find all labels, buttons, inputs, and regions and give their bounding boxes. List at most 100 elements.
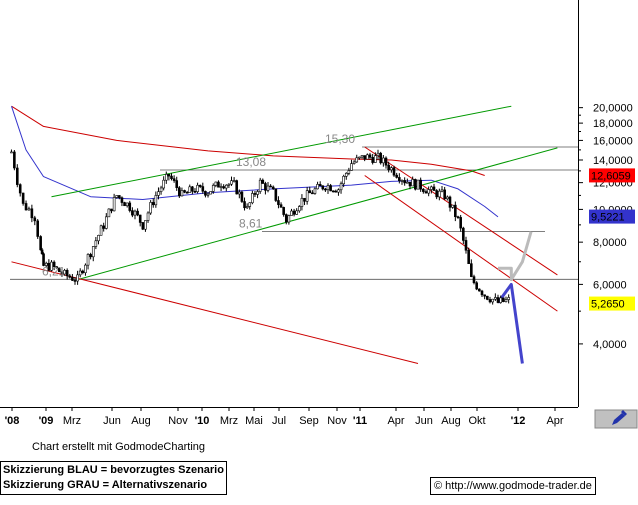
candle-body <box>13 151 16 169</box>
candle-body <box>217 181 220 188</box>
candle-body <box>27 208 31 211</box>
candle-body <box>478 288 481 292</box>
candle-body <box>403 180 406 184</box>
candle-body <box>360 155 364 158</box>
candle-body <box>167 174 171 177</box>
candle-body <box>352 161 356 164</box>
candle-body <box>271 186 275 190</box>
candle-body <box>76 274 79 282</box>
candle-body <box>151 202 155 206</box>
candle-body <box>303 197 306 202</box>
series-line <box>77 147 558 281</box>
candle-body <box>502 297 505 302</box>
candle-body <box>149 202 152 214</box>
candle-body <box>344 172 348 177</box>
candle-body <box>232 180 236 182</box>
candle-body <box>120 197 124 203</box>
candle-body <box>355 157 359 163</box>
candle-body <box>258 179 262 192</box>
candle-body <box>154 195 158 206</box>
candle-body <box>40 249 44 255</box>
level-annotation: 6,21 <box>42 264 66 278</box>
candle-body <box>480 290 484 296</box>
candle-body <box>472 276 476 284</box>
candle-body <box>422 188 425 192</box>
chart-credit: Chart erstellt mit GodmodeCharting <box>32 441 206 453</box>
candle-body <box>430 186 433 190</box>
candle-body <box>488 299 492 303</box>
candle-body <box>462 227 465 241</box>
y-tick-label: 14,0000 <box>593 155 633 167</box>
x-tick-label: Apr <box>546 415 563 427</box>
candle-body <box>298 206 301 212</box>
candle-body <box>50 261 53 271</box>
candle-body <box>251 193 254 204</box>
candle-body <box>371 157 374 163</box>
candle-body <box>141 222 145 230</box>
annotation-layer: 15,30 13,08 8,61 6,21 <box>42 132 355 278</box>
candle-body <box>65 270 69 277</box>
candle-body <box>318 184 322 187</box>
price-label: 12,6059 <box>591 170 631 182</box>
candle-body <box>395 174 398 178</box>
candle-body <box>243 201 246 209</box>
x-tick-label: Sep <box>299 415 319 427</box>
candle-body <box>326 185 330 191</box>
candle-body <box>131 210 134 216</box>
candle-body <box>146 212 150 221</box>
candle-body <box>136 210 139 216</box>
candle-body <box>185 191 189 194</box>
y-tick-label: 4,0000 <box>593 339 627 351</box>
candle-body <box>193 191 197 193</box>
candle-body <box>89 254 92 258</box>
candle-body <box>483 294 486 297</box>
candle-body <box>240 191 244 202</box>
candle-body <box>324 188 327 191</box>
candle-body <box>24 203 28 211</box>
x-tick-label: Jul <box>272 415 286 427</box>
candle-body <box>91 246 95 258</box>
x-tick-label: '11 <box>353 415 367 427</box>
candle-body <box>112 197 116 212</box>
y-tick-label: 8,0000 <box>593 237 627 249</box>
candle-body <box>211 185 215 192</box>
candle-body <box>115 195 119 198</box>
legend-blue-scenario: Skizzierung BLAU = bevorzugtes Szenario <box>3 464 224 476</box>
price-label: 9,5221 <box>591 212 625 224</box>
candle-body <box>313 188 317 194</box>
price-label-box <box>589 168 635 183</box>
x-tick-label: Mrz <box>220 415 238 427</box>
candle-body <box>305 190 309 202</box>
candle-body <box>274 188 278 201</box>
candle-body <box>178 187 181 197</box>
scenario-sketch <box>496 282 524 364</box>
y-tick-label: 6,0000 <box>593 279 627 291</box>
candle-body <box>454 204 457 217</box>
candle-body <box>204 190 207 196</box>
website-url: http://www.godmode-trader.de <box>445 480 592 492</box>
candle-body <box>86 254 90 266</box>
candle-body <box>144 220 147 230</box>
y-tick-label: 20,0000 <box>593 103 633 115</box>
candle-body <box>419 179 422 190</box>
candle-body <box>253 193 257 195</box>
x-tick-label: Apr <box>387 415 404 427</box>
candle-body <box>84 264 87 274</box>
candle-body <box>427 189 430 194</box>
candle-body <box>416 179 420 190</box>
candle-body <box>408 181 412 187</box>
candle-body <box>118 195 121 198</box>
level-annotation: 13,08 <box>236 155 266 169</box>
candle-body <box>42 253 45 266</box>
candle-body <box>414 179 417 190</box>
candle-body <box>81 270 85 274</box>
candle-body <box>10 151 13 154</box>
website-link[interactable]: © http://www.godmode-trader.de <box>430 477 596 495</box>
candle-body <box>279 204 283 208</box>
x-tick-label: '08 <box>5 415 20 427</box>
candle-body <box>224 184 228 189</box>
candle-body <box>269 185 272 188</box>
candle-body <box>264 183 267 191</box>
candle-body <box>73 280 77 282</box>
candle-body <box>125 202 129 207</box>
